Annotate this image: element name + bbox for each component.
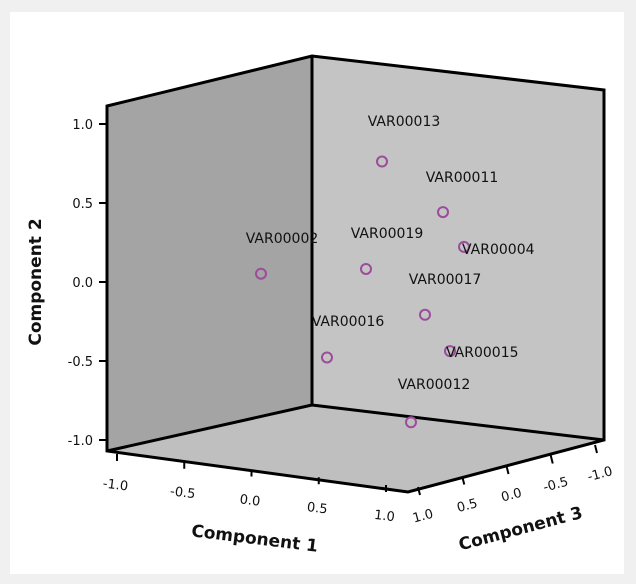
- data-point-label: VAR00002: [246, 231, 319, 247]
- data-point-marker: [437, 206, 449, 219]
- data-point-marker: [376, 155, 388, 168]
- data-point-label: VAR00016: [312, 314, 385, 330]
- data-point-label: VAR00013: [368, 114, 441, 130]
- floor: [107, 405, 604, 492]
- x-tick-label: -0.5: [169, 484, 196, 502]
- x-tick-label: -1.0: [102, 477, 129, 495]
- data-point-marker: [444, 345, 456, 358]
- z-tick-mark: [505, 465, 510, 475]
- data-point-label: VAR00004: [462, 242, 535, 258]
- data-point-label: VAR00015: [446, 345, 519, 361]
- y-tick-label: -0.5: [68, 355, 93, 370]
- x-axis-ticks: -1.0 -0.5 0.0 0.5 1.0: [102, 454, 396, 525]
- x-tick-label: 1.0: [373, 508, 395, 525]
- z-tick-label: 0.0: [500, 486, 524, 506]
- z-tick-mark: [594, 444, 598, 454]
- data-point-label: VAR00019: [351, 226, 424, 242]
- y-tick-label: 1.0: [72, 118, 93, 133]
- data-point-label: VAR00011: [426, 170, 499, 186]
- box-edges: [105, 54, 606, 494]
- z-axis-ticks: 1.0 0.5 0.0 -0.5 -1.0: [411, 444, 614, 527]
- y-tick-label: -1.0: [68, 434, 93, 449]
- z-tick-mark: [549, 455, 554, 464]
- x-tick-label: 0.5: [306, 500, 328, 517]
- data-point-marker: [321, 351, 333, 364]
- z-tick-label: 1.0: [411, 507, 435, 527]
- left-wall: [107, 56, 312, 451]
- z-tick-label: -1.0: [586, 464, 614, 485]
- data-point-marker: [255, 267, 267, 280]
- z-tick-mark: [417, 486, 421, 496]
- y-tick-label: 0.5: [72, 197, 93, 212]
- z-tick-label: -0.5: [542, 475, 570, 496]
- z-tick-label: 0.5: [455, 496, 479, 516]
- y-axis-title: Component 2: [26, 218, 46, 345]
- y-axis-ticks: -1.0 -0.5 0.0 0.5 1.0: [68, 118, 107, 449]
- back-wall: [312, 56, 604, 440]
- data-point-marker: [405, 416, 417, 429]
- z-tick-mark: [461, 476, 466, 485]
- data-point-label: VAR00012: [398, 377, 471, 393]
- data-point-marker: [360, 262, 372, 275]
- data-point-label: VAR00017: [409, 272, 482, 288]
- x-tick-label: 0.0: [239, 492, 261, 509]
- data-points: VAR00013 VAR00011 VAR00004 VAR00002 VAR00019…: [246, 114, 535, 429]
- data-point-marker: [419, 308, 431, 321]
- data-point-marker: [458, 240, 470, 253]
- y-tick-label: 0.0: [72, 276, 93, 291]
